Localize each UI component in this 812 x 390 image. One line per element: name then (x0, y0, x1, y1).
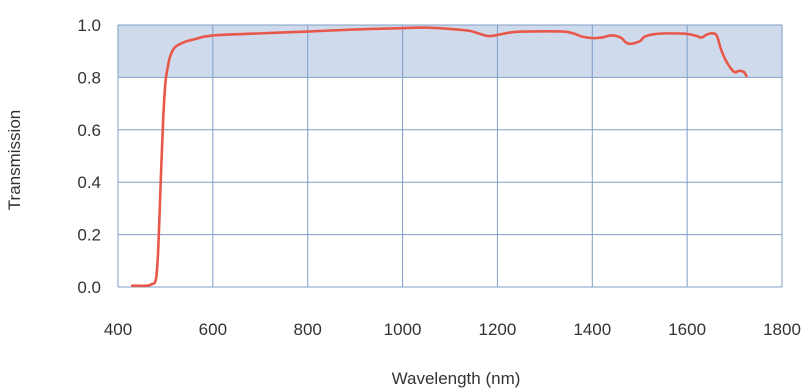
x-tick-label: 1800 (763, 320, 801, 339)
y-tick-label: 0.2 (77, 226, 101, 245)
y-tick-label: 0.0 (77, 278, 101, 297)
x-tick-labels: 400 600 800 1000 1200 1400 1600 1800 (104, 320, 801, 339)
transmission-line (130, 26, 748, 288)
grid-layer (117, 24, 783, 288)
y-tick-label: 1.0 (77, 16, 101, 35)
y-axis-label: Transmission (5, 110, 24, 210)
y-tick-label: 0.4 (77, 173, 101, 192)
x-tick-label: 1000 (384, 320, 422, 339)
y-tick-label: 0.6 (77, 121, 101, 140)
x-tick-label: 1200 (479, 320, 517, 339)
y-tick-labels: 0.0 0.2 0.4 0.6 0.8 1.0 (77, 16, 101, 297)
x-tick-label: 1400 (573, 320, 611, 339)
y-tick-label: 0.8 (77, 68, 101, 87)
x-tick-label: 400 (104, 320, 132, 339)
x-axis-label: Wavelength (nm) (392, 369, 521, 388)
x-tick-label: 800 (294, 320, 322, 339)
x-tick-label: 1600 (668, 320, 706, 339)
x-tick-label: 600 (199, 320, 227, 339)
series-layer (130, 26, 748, 288)
